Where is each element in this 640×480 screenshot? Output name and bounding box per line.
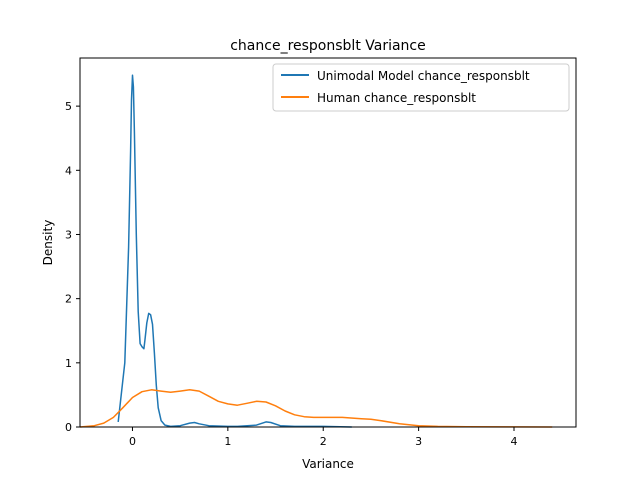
x-tick-label: 0 <box>129 435 136 448</box>
chart-title: chance_responsblt Variance <box>230 38 426 54</box>
plot-area <box>79 57 577 428</box>
y-tick-label: 1 <box>65 357 72 370</box>
y-axis-label: Density <box>41 220 55 266</box>
x-axis-label: Variance <box>302 457 354 471</box>
series-layer <box>79 74 553 428</box>
y-axis-ticks: 0 1 2 3 4 5 <box>65 100 80 434</box>
x-tick-label: 2 <box>320 435 327 448</box>
series-line-human <box>79 389 553 428</box>
y-tick-label: 2 <box>65 293 72 306</box>
x-tick-label: 3 <box>415 435 422 448</box>
legend: Unimodal Model chance_responsblt Human c… <box>272 63 570 112</box>
legend-label-human: Human chance_responsblt <box>317 91 476 105</box>
series-line-unimodal-model <box>117 74 352 428</box>
x-tick-label: 1 <box>224 435 231 448</box>
y-tick-label: 0 <box>65 421 72 434</box>
y-tick-label: 5 <box>65 100 72 113</box>
x-tick-label: 4 <box>511 435 518 448</box>
axes-frame <box>79 57 577 428</box>
legend-box <box>272 63 570 112</box>
y-tick-label: 3 <box>65 228 72 241</box>
x-axis-ticks: 0 1 2 3 4 <box>129 427 518 448</box>
y-tick-label: 4 <box>65 164 72 177</box>
legend-label-unimodal-model: Unimodal Model chance_responsblt <box>317 69 530 83</box>
